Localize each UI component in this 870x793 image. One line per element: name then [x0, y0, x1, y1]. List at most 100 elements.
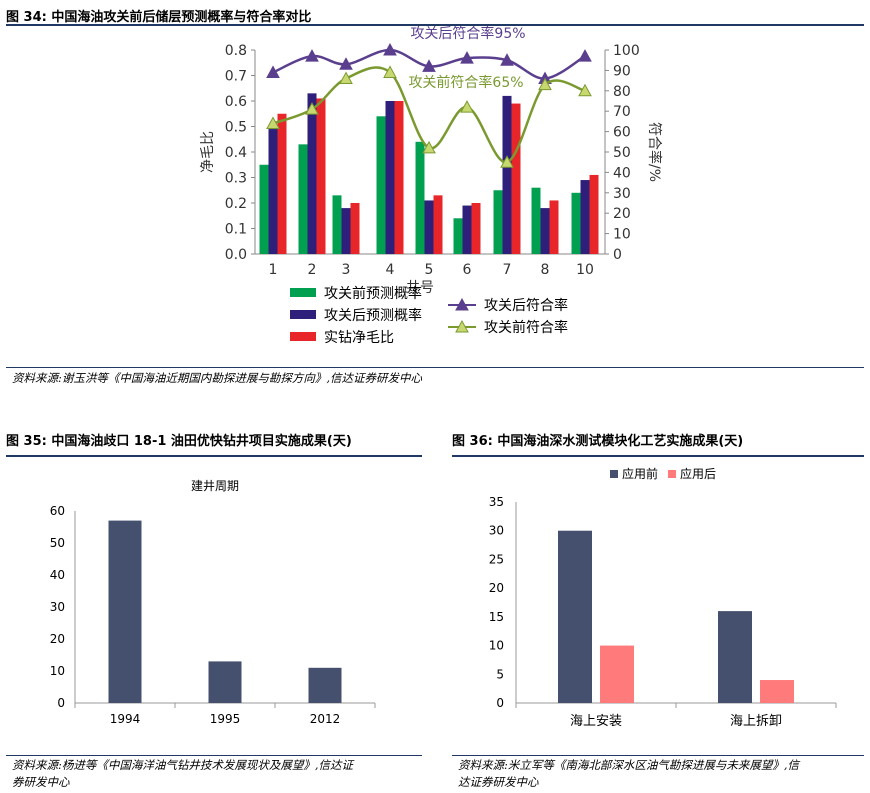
y-tick-label: 0.8 — [225, 43, 247, 59]
fig35-source-rule — [6, 755, 422, 756]
bar-3 — [394, 101, 404, 254]
fig34-source: 资料来源:谢玉洪等《中国海油近期国内勘探进展与勘探方向》,信达证券研发中心 — [12, 371, 423, 385]
line-marker-1 — [305, 49, 319, 62]
legend-label: 攻关后预测概率 — [324, 307, 422, 324]
line-marker-2 — [305, 102, 319, 115]
y2-tick-label: 100 — [613, 43, 640, 59]
y-tick-label: 5 — [496, 667, 504, 681]
bar-1 — [493, 190, 503, 254]
y-tick-label: 10 — [489, 639, 504, 653]
legend-marker — [455, 297, 469, 311]
bar — [108, 520, 142, 703]
y2-tick-label: 10 — [613, 227, 631, 243]
y2-tick-label: 20 — [613, 206, 631, 222]
fig34-title: 图 34: 中国海油攻关前后储层预测概率与符合率对比 — [6, 10, 312, 25]
bar-2 — [580, 180, 590, 254]
bar-1 — [376, 116, 386, 254]
fig34-source-rule — [6, 367, 864, 368]
bar-3 — [350, 203, 360, 254]
y-tick-label: 0.1 — [225, 222, 247, 238]
y2-tick-label: 70 — [613, 104, 631, 120]
bar-1 — [453, 218, 463, 254]
y-tick-label: 0.0 — [225, 247, 247, 263]
y-tick-label: 30 — [489, 524, 504, 538]
fig34-title-rule — [6, 24, 864, 26]
y-tick-label: 0.7 — [225, 69, 247, 85]
line-marker-2 — [266, 116, 280, 129]
line-marker-2 — [383, 65, 397, 78]
bar-1 — [571, 192, 581, 254]
y-tick-label: 60 — [50, 504, 65, 518]
bar-3 — [589, 174, 599, 254]
y-tick-label: 40 — [50, 568, 65, 582]
y-tick-label: 50 — [50, 536, 65, 550]
line-marker-1 — [460, 51, 474, 64]
legend-swatch — [290, 310, 316, 319]
bar-1 — [259, 164, 269, 254]
fig36-title-rule — [452, 455, 864, 457]
fig35-source-line1: 资料来源:杨进等《中国海洋油气钻井技术发展现状及展望》,信达证 — [12, 758, 354, 772]
legend-swatch — [290, 288, 316, 297]
legend-marker — [455, 319, 469, 333]
bar-3 — [549, 200, 559, 254]
bar-2 — [268, 129, 278, 254]
legend-label: 应用后 — [680, 466, 716, 481]
y-tick-label: 0 — [57, 696, 65, 710]
line-marker-1 — [383, 42, 397, 56]
y-tick-label: 0.3 — [225, 171, 247, 187]
bar-1 — [531, 187, 541, 254]
deepwater-testing-chart: 0 5 10 15 20 25 30 35 海上安装 海上拆卸 应用前 应用后 — [489, 466, 837, 729]
bar-2 — [540, 208, 550, 254]
line-marker-1 — [339, 57, 353, 70]
y-tick-label: 15 — [489, 610, 504, 624]
legend-swatch — [290, 332, 316, 341]
x-tick-label: 5 — [425, 262, 434, 278]
x-tick-label: 海上拆卸 — [730, 713, 782, 729]
chart-title: 建井周期 — [191, 479, 239, 493]
legend-swatch — [668, 470, 676, 478]
bar-2 — [307, 93, 317, 254]
bar-2 — [424, 200, 434, 254]
fig36-source-line2: 达证券研发中心 — [458, 775, 539, 789]
y-tick-label: 0.5 — [225, 120, 247, 136]
y2-tick-label: 30 — [613, 186, 631, 202]
annotation-before: 攻关前符合率65% — [408, 74, 523, 91]
line-marker-2 — [500, 155, 514, 168]
line-marker-2 — [460, 100, 474, 113]
x-tick-label: 海上安装 — [570, 714, 622, 729]
line-marker-2 — [422, 140, 436, 154]
y-tick-label: 20 — [50, 632, 65, 646]
line-marker-1 — [266, 65, 280, 78]
x-tick-label: 3 — [342, 262, 351, 278]
line-marker-2 — [578, 83, 592, 97]
x-axis-title: 井号 — [406, 280, 434, 296]
bar-2 — [462, 205, 472, 254]
y2-tick-label: 50 — [613, 145, 631, 161]
y2-tick-label: 90 — [613, 63, 631, 79]
bar-2 — [341, 208, 351, 254]
x-tick-label: 2012 — [310, 712, 341, 726]
y2-tick-label: 0 — [613, 247, 622, 263]
y2-tick-label: 40 — [613, 165, 631, 181]
fig36-source-rule — [452, 755, 864, 756]
y-tick-label: 25 — [489, 552, 504, 566]
bar-1 — [558, 530, 592, 703]
bar — [308, 667, 342, 703]
x-tick-label: 10 — [576, 262, 594, 278]
line-marker-1 — [500, 53, 514, 66]
fig36-title: 图 36: 中国海油深水测试模块化工艺实施成果(天) — [452, 434, 744, 449]
y-tick-label: 0.2 — [225, 196, 247, 212]
bar-3 — [471, 203, 481, 254]
fig35-source-line2: 券研发中心 — [12, 775, 70, 789]
legend-label: 应用前 — [622, 466, 658, 481]
y-tick-label: 35 — [489, 495, 504, 509]
y-axis-title: 净毛比 — [200, 131, 216, 173]
bar-1 — [332, 195, 342, 254]
y2-tick-label: 60 — [613, 125, 631, 141]
y2-axis-title: 符合率/% — [646, 122, 663, 182]
y-tick-label: 10 — [50, 664, 65, 678]
fig35-title-rule — [6, 455, 422, 457]
fig35-title: 图 35: 中国海油歧口 18-1 油田优快钻井项目实施成果(天) — [6, 434, 352, 449]
fig36-source-line1: 资料来源:米立军等《南海北部深水区油气勘探进展与未来展望》,信 — [458, 758, 800, 772]
y-tick-label: 30 — [50, 600, 65, 614]
